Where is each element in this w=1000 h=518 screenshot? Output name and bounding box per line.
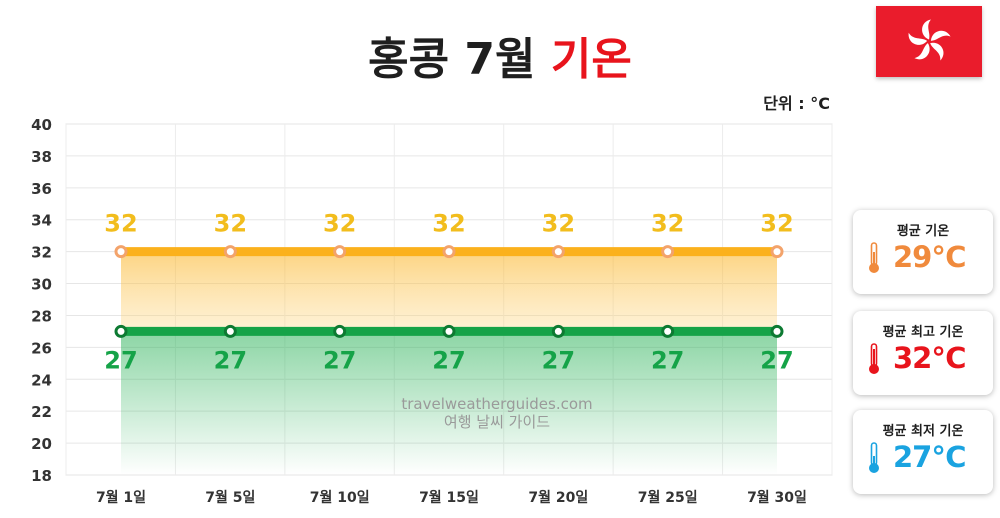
- high-data-label: 32: [651, 210, 684, 238]
- low-data-label: 27: [760, 346, 793, 374]
- high-data-label: 32: [542, 210, 575, 238]
- y-tick-label: 36: [31, 180, 52, 198]
- title-accent: 기온: [550, 34, 632, 85]
- low-point: [114, 324, 128, 338]
- low-data-label: 27: [104, 346, 137, 374]
- low-data-label: 27: [432, 346, 465, 374]
- hong-kong-flag-icon: [876, 6, 982, 77]
- x-tick-label: 7월 20일: [528, 489, 588, 506]
- x-tick-label: 7월 15일: [419, 489, 479, 506]
- low-data-label: 27: [214, 346, 247, 374]
- low-data-label: 27: [651, 346, 684, 374]
- low-point: [551, 324, 565, 338]
- low-point: [661, 324, 675, 338]
- low-point: [442, 324, 456, 338]
- unit-label: 단위 : °C: [763, 94, 830, 113]
- avg-low-value: 27℃: [893, 440, 966, 474]
- high-point: [551, 245, 565, 259]
- y-tick-label: 20: [31, 435, 52, 453]
- y-tick-label: 24: [31, 371, 52, 389]
- high-point: [333, 245, 347, 259]
- avg-high-value: 32℃: [893, 341, 966, 375]
- avg-low-label: 평균 최저 기온: [882, 424, 964, 439]
- y-tick-label: 28: [31, 307, 52, 325]
- high-data-label: 32: [104, 210, 137, 238]
- chart-axes: 18 20 22 24 26 28 30 32 34 36 38 40 7월 1일 7월 5일 7월 10일…: [31, 116, 807, 506]
- watermark-subtitle: 여행 날씨 가이드: [444, 413, 550, 431]
- y-tick-label: 38: [31, 148, 52, 166]
- low-area-fill: [121, 331, 777, 475]
- chart-lines: [114, 245, 784, 338]
- low-data-label: 27: [542, 346, 575, 374]
- low-point: [333, 324, 347, 338]
- low-data-label: 27: [323, 346, 356, 374]
- y-tick-label: 18: [31, 467, 52, 485]
- chart-areas: [121, 251, 777, 475]
- high-point: [442, 245, 456, 259]
- x-tick-label: 7월 1일: [96, 489, 146, 506]
- watermark-url: travelweatherguides.com: [401, 395, 592, 413]
- thermometer-icon: [867, 442, 881, 478]
- x-tick-label: 7월 10일: [310, 489, 370, 506]
- avg-high-card: 평균 최고 기온 32℃: [853, 311, 993, 395]
- high-point: [770, 245, 784, 259]
- high-area-fill: [121, 251, 777, 332]
- avg-temp-label: 평균 기온: [896, 224, 950, 239]
- high-point: [223, 245, 237, 259]
- title-main: 홍콩 7월: [368, 34, 536, 85]
- y-tick-label: 30: [31, 276, 52, 294]
- avg-high-label: 평균 최고 기온: [882, 325, 964, 340]
- y-tick-label: 32: [31, 244, 52, 262]
- avg-temp-value: 29℃: [893, 240, 966, 274]
- y-tick-label: 22: [31, 403, 52, 421]
- y-tick-label: 34: [31, 212, 52, 230]
- y-tick-label: 26: [31, 339, 52, 357]
- thermometer-icon: [867, 343, 881, 379]
- avg-temp-card: 평균 기온 29℃: [853, 210, 993, 294]
- high-data-label: 32: [432, 210, 465, 238]
- high-point: [661, 245, 675, 259]
- low-point: [770, 324, 784, 338]
- x-tick-label: 7월 5일: [205, 489, 255, 506]
- high-data-label: 32: [760, 210, 793, 238]
- chart-title: 홍콩 7월 기온: [0, 28, 1000, 92]
- high-data-label: 32: [214, 210, 247, 238]
- y-tick-label: 40: [31, 116, 52, 134]
- low-point: [223, 324, 237, 338]
- chart-labels: 32 32 32 32 32 32 32 27 27 27 27 27 27 27: [104, 210, 793, 375]
- avg-low-card: 평균 최저 기온 27℃: [853, 410, 993, 494]
- high-point: [114, 245, 128, 259]
- x-tick-label: 7월 30일: [747, 489, 807, 506]
- high-data-label: 32: [323, 210, 356, 238]
- thermometer-icon: [867, 242, 881, 278]
- x-tick-label: 7월 25일: [638, 489, 698, 506]
